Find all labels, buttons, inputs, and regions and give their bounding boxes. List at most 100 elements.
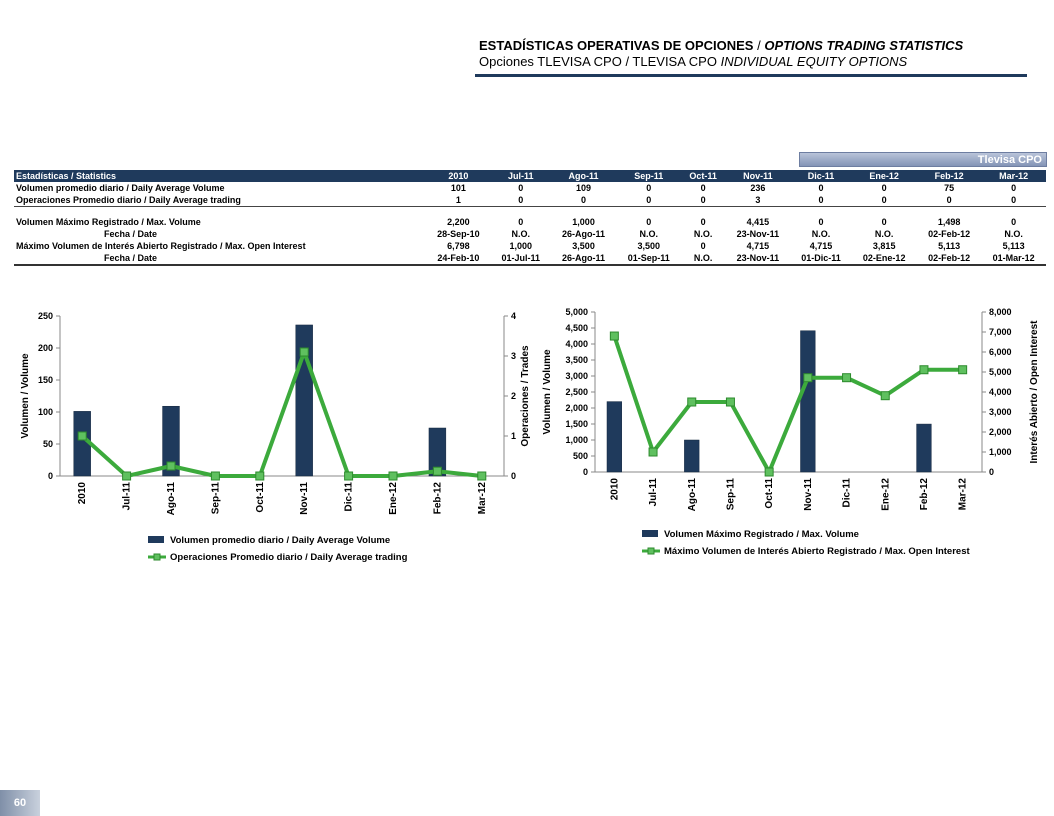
table-header-period: Sep-11	[616, 170, 682, 182]
table-cell: 4,415	[746, 217, 770, 227]
table-cell: 26-Ago-11	[550, 252, 617, 266]
bar	[684, 439, 700, 473]
table-cell: 3,500	[637, 241, 661, 251]
x-tick-label: 2010	[609, 478, 620, 501]
bar	[606, 401, 622, 473]
table-cell: 5,113	[938, 241, 961, 251]
y-tick-label: 2,000	[565, 403, 588, 413]
chart-daily-average: 0 50 100 150 200 250 0 1 2 3 4 Volumen / Volume Oper…	[20, 311, 531, 563]
line-marker	[210, 471, 220, 481]
table-cell: N.O.	[681, 252, 726, 266]
y2-axis-title: Interés Abierto / Open Interest	[1029, 320, 1040, 464]
table-header-period: Jul-11	[490, 170, 551, 182]
y2-tick-label: 6,000	[989, 347, 1012, 357]
table-cell: N.O.	[693, 229, 713, 239]
y2-tick-label: 4	[511, 311, 516, 321]
table-cell: 02-Ene-12	[851, 252, 917, 266]
table-cell: 0	[1011, 183, 1017, 193]
legend-bar-label: Volumen promedio diario / Daily Average …	[170, 535, 390, 546]
y-tick-label: 150	[38, 375, 53, 385]
table-cell: 6,798	[447, 241, 470, 251]
table-row: Volumen promedio diario / Daily Average …	[14, 182, 1046, 194]
y2-tick-label: 3,000	[989, 407, 1012, 417]
table-cell: 0	[681, 194, 726, 207]
y-tick-label: 200	[38, 343, 53, 353]
table-cell: 0	[916, 194, 982, 207]
y-tick-label: 2,500	[565, 387, 588, 397]
y2-tick-label: 5,000	[989, 367, 1012, 377]
table-cell: 02-Feb-12	[916, 252, 982, 266]
table-cell: 5,113	[1002, 241, 1025, 251]
table-cell: N.O.	[811, 229, 831, 239]
line-marker	[477, 471, 487, 481]
table-cell: 236	[750, 183, 766, 193]
table-cell: 23-Nov-11	[736, 229, 780, 239]
table-cell: 0	[851, 194, 917, 207]
legend-line-marker	[153, 553, 161, 561]
y-tick-label: 1,500	[565, 419, 588, 429]
table-row: Operaciones Promedio diario / Daily Aver…	[14, 194, 1046, 207]
row-label: Fecha / Date	[14, 252, 426, 266]
table-header-period: Nov-11	[725, 170, 791, 182]
y2-tick-label: 2,000	[989, 427, 1012, 437]
x-tick-label: Feb-12	[432, 482, 443, 515]
table-cell: 0	[881, 217, 887, 227]
line-marker	[880, 391, 890, 401]
table-header-period: 2010	[425, 170, 491, 182]
legend-line-label: Máximo Volumen de Interés Abierto Regist…	[664, 546, 970, 557]
row-label: Volumen promedio diario / Daily Average …	[16, 183, 225, 193]
table-cell: 3	[725, 194, 791, 207]
table-cell: 1,000	[572, 217, 595, 227]
table-cell: 75	[944, 183, 955, 193]
line-marker	[725, 397, 735, 407]
table-cell: 3,815	[872, 241, 896, 251]
page-subtitle: Opciones TLEVISA CPO / TLEVISA CPO INDIV…	[479, 54, 908, 69]
table-cell: 01-Jul-11	[490, 252, 551, 266]
instrument-badge: Tlevisa CPO	[799, 152, 1047, 167]
line-marker	[77, 431, 87, 441]
y2-tick-label: 3	[511, 351, 516, 361]
table-cell: 24-Feb-10	[425, 252, 491, 266]
table-cell: 0	[1011, 217, 1017, 227]
table-cell: N.O.	[874, 229, 894, 239]
x-tick-label: Nov-11	[299, 482, 310, 515]
line-marker	[122, 471, 132, 481]
table-cell: 1	[425, 194, 491, 207]
legend-line-label: Operaciones Promedio diario / Daily Aver…	[170, 552, 408, 563]
y-axis-title: Volumen / Volume	[542, 349, 553, 435]
page-number: 60	[0, 790, 40, 816]
table-row: Fecha / Date 28-Sep-10 N.O. 26-Ago-11 N.O. N.…	[14, 228, 1046, 240]
x-tick-label: Ene-12	[880, 478, 891, 511]
y2-tick-label: 7,000	[989, 327, 1012, 337]
x-tick-label: 2010	[77, 482, 88, 505]
x-tick-label: Ago-11	[687, 478, 698, 512]
x-tick-label: Ago-11	[166, 482, 177, 516]
line-marker	[609, 331, 619, 341]
table-cell: 0	[790, 194, 852, 207]
table-cell: 0	[700, 217, 706, 227]
table-spacer	[14, 207, 1046, 217]
row-label: Operaciones Promedio diario / Daily Aver…	[14, 194, 426, 207]
x-tick-label: Nov-11	[803, 478, 814, 511]
y2-tick-label: 8,000	[989, 307, 1012, 317]
y-tick-label: 3,500	[565, 355, 588, 365]
table-cell: 23-Nov-11	[725, 252, 791, 266]
line-marker	[166, 461, 176, 471]
x-tick-label: Jul-11	[122, 482, 133, 511]
line-marker	[687, 397, 697, 407]
y-tick-label: 50	[43, 439, 53, 449]
header-rule	[475, 74, 1027, 77]
table-cell: 01-Sep-11	[616, 252, 682, 266]
table-header-period: Ago-11	[550, 170, 617, 182]
y-tick-label: 1,000	[565, 435, 588, 445]
statistics-table: Estadísticas / Statistics 2010 Jul-11 Ago-1…	[14, 170, 1046, 266]
table-cell: 02-Feb-12	[928, 229, 971, 239]
line-marker	[432, 466, 442, 476]
table-cell: 4,715	[809, 241, 833, 251]
y-tick-label: 4,000	[565, 339, 588, 349]
table-row: Máximo Volumen de Interés Abierto Regist…	[14, 240, 1046, 252]
table-cell: 101	[450, 183, 466, 193]
y2-axis-title: Operaciones / Trades	[520, 345, 531, 447]
line-marker	[648, 447, 658, 457]
table-cell: 1,498	[937, 217, 961, 227]
